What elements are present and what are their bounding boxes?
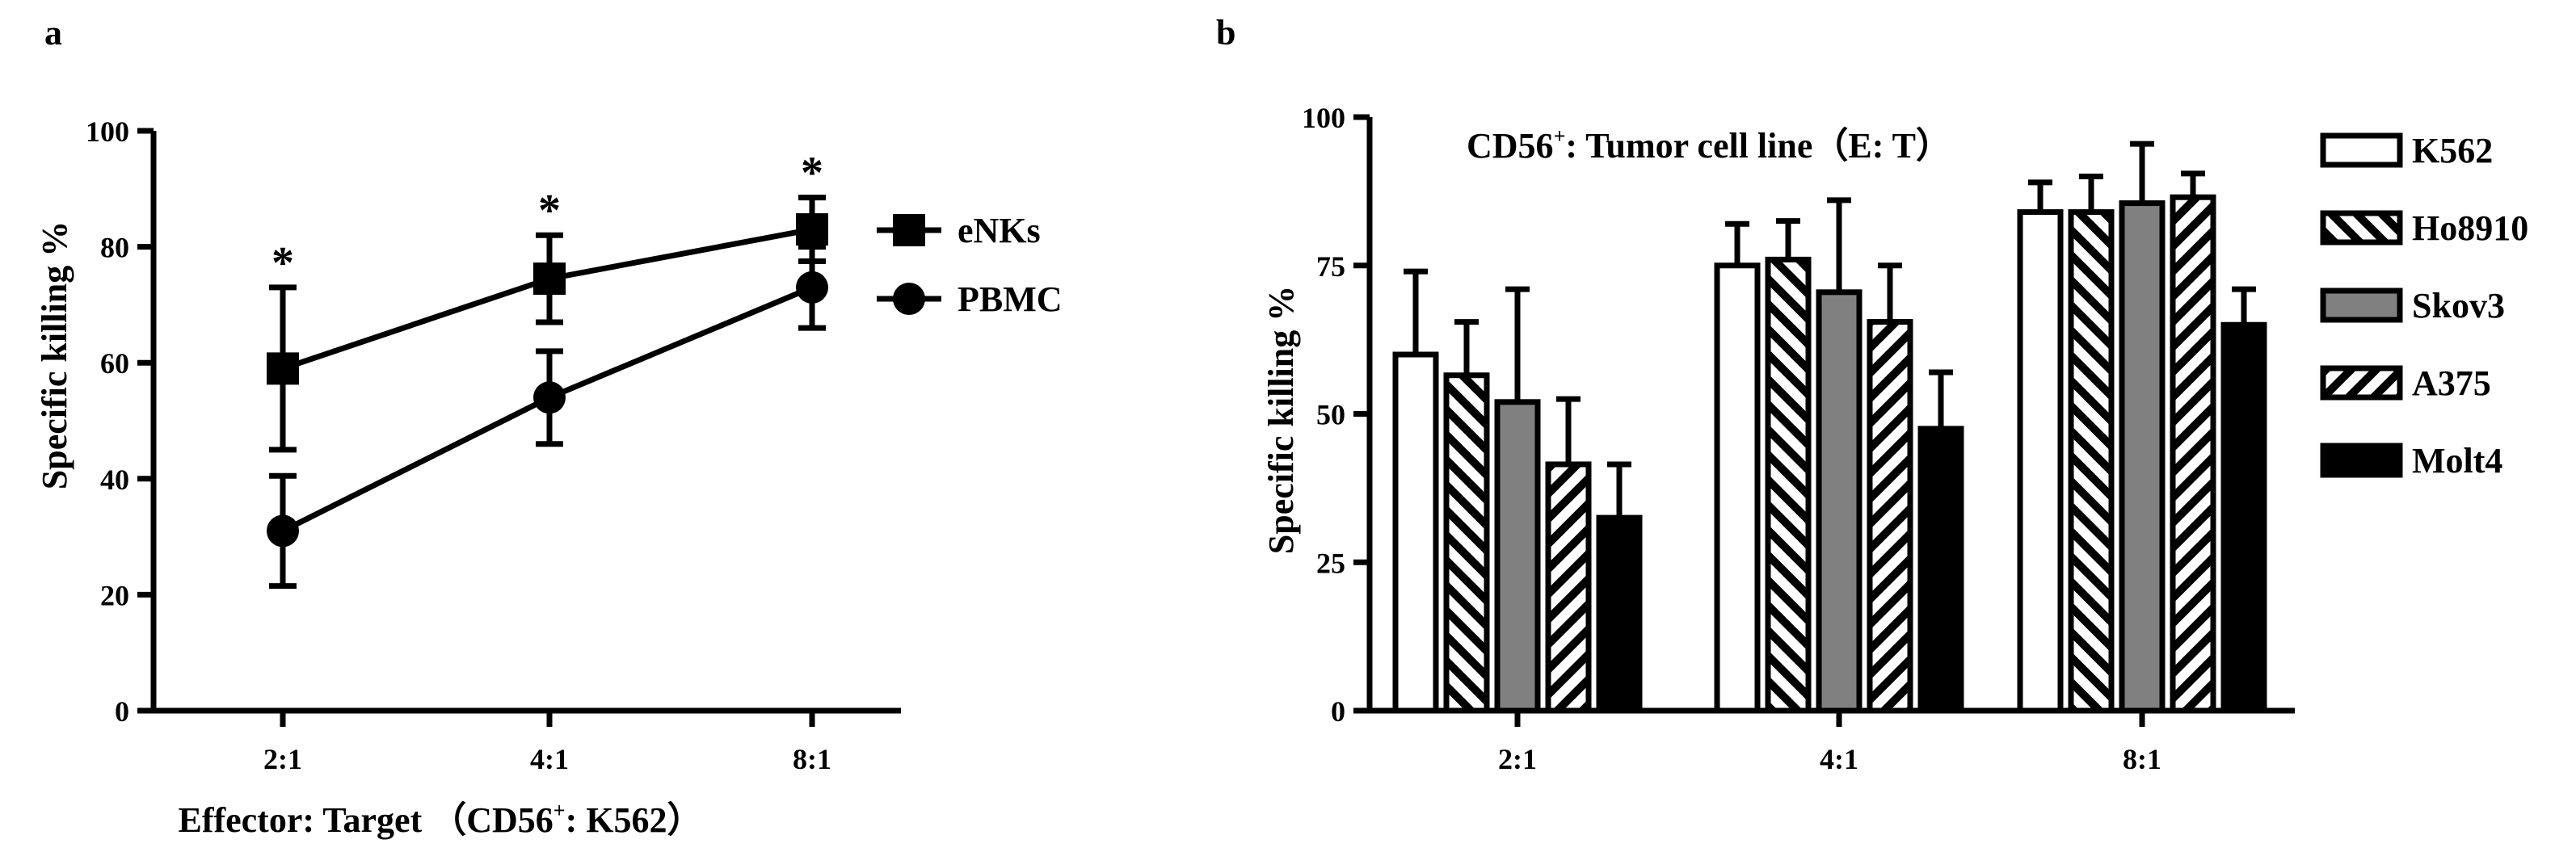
panel-b-bar-molt4 <box>1596 514 1643 714</box>
panel-a-series <box>267 195 828 590</box>
panel-a-significance-star: * <box>801 149 823 199</box>
panel-a-y-tick-label: 40 <box>100 464 129 496</box>
panel-a-legend: eNKs PBMC <box>877 211 1063 319</box>
panel-b-legend-swatch-a375 <box>2320 365 2403 401</box>
panel-b-y-tick-label: 25 <box>1316 547 1345 579</box>
panel-a-y-tick-label: 20 <box>100 579 129 611</box>
panel-b-legend-swatch-ho8910 <box>2320 210 2403 246</box>
panel-a-x-axis-label: Effector: Target （CD56+: K562） <box>178 799 702 840</box>
panel-b-x-tick-label: 2:1 <box>1498 743 1537 775</box>
panel-b-x-tick-label: 8:1 <box>2123 743 2161 775</box>
panel-a-point-enks <box>267 352 299 385</box>
panel-b-bar-k562 <box>1392 351 1439 714</box>
panel-b-bar-molt4 <box>1917 426 1964 714</box>
panel-a-point-pbmc <box>533 381 566 414</box>
panel-b-y-tick-label: 0 <box>1331 695 1345 728</box>
panel-b-y-ticks: 0 25 50 75 100 <box>1302 102 1370 728</box>
panel-a-y-axis-label: Specific killing % <box>35 221 74 489</box>
panel-b-bar-chart: b 0 25 50 75 100 2:1 4:1 8:1 K562 Ho8910 Skov3 A3… <box>1216 13 2528 775</box>
panel-b-legend-swatch-k562 <box>2320 132 2403 168</box>
panel-a-point-enks <box>533 262 566 296</box>
panel-b-x-tick-label: 4:1 <box>1820 743 1858 775</box>
panel-a-axes <box>150 131 901 714</box>
panel-a-x-tick-label: 4:1 <box>530 743 569 775</box>
panel-b-legend-swatch-molt4 <box>2320 443 2403 478</box>
panel-b-y-tick-label: 50 <box>1316 399 1345 431</box>
panel-a-x-tick-label: 8:1 <box>793 743 831 775</box>
panel-a-legend-marker <box>893 214 925 246</box>
panel-a-point-pbmc <box>796 271 828 304</box>
panel-b-title: CD56+: Tumor cell line（E: T） <box>1467 124 1951 166</box>
panel-a-point-pbmc <box>267 514 299 548</box>
panel-b-legend-label: Molt4 <box>2412 441 2502 481</box>
panel-b-y-tick-label: 75 <box>1316 250 1345 283</box>
panel-a-significance-markers: * * * <box>271 149 823 288</box>
panel-b-bar-k562 <box>1714 262 1761 714</box>
panel-b-bar-molt4 <box>2220 321 2267 714</box>
panel-b-bar-a375 <box>2170 194 2216 714</box>
panel-a-x-tick-label: 2:1 <box>263 743 302 775</box>
panel-b-bars <box>1392 141 2267 714</box>
panel-a-y-tick-label: 0 <box>115 695 129 728</box>
panel-a-y-ticks: 0 20 40 60 80 100 <box>86 115 154 728</box>
panel-a-significance-star: * <box>538 186 561 236</box>
panel-b-bar-ho8910 <box>1443 372 1490 714</box>
panel-b-bar-skov3 <box>2119 200 2166 714</box>
panel-b-legend-label: A375 <box>2412 363 2491 403</box>
panel-b-bar-ho8910 <box>2068 209 2115 714</box>
panel-b-x-ticks: 2:1 4:1 8:1 <box>1498 711 2161 775</box>
panel-b-bar-ho8910 <box>1765 256 1812 714</box>
panel-a-y-tick-label: 80 <box>100 232 129 264</box>
panel-b-legend-swatch-skov3 <box>2320 287 2403 323</box>
panel-a-point-enks <box>796 213 828 246</box>
panel-a-legend-label: PBMC <box>958 279 1063 319</box>
panel-a-x-ticks: 2:1 4:1 8:1 <box>263 711 831 775</box>
panel-b-legend-label: Skov3 <box>2412 286 2505 325</box>
panel-b-y-axis-label: Specific killing % <box>1261 286 1301 554</box>
panel-b-bar-k562 <box>2017 209 2064 714</box>
panel-a-label: a <box>44 13 62 52</box>
panel-b-label: b <box>1216 13 1235 52</box>
panel-a-legend-marker <box>893 283 925 315</box>
panel-b-bar-a375 <box>1867 319 1913 714</box>
panel-b-legend: K562 Ho8910 Skov3 A375 Molt4 <box>2320 131 2528 481</box>
panel-a-y-tick-label: 60 <box>100 347 129 380</box>
panel-b-bar-skov3 <box>1816 289 1863 714</box>
panel-a-legend-label: eNKs <box>958 211 1041 250</box>
panel-a-y-tick-label: 100 <box>86 115 129 148</box>
panel-b-y-tick-label: 100 <box>1302 102 1345 134</box>
panel-a-significance-star: * <box>271 238 294 288</box>
panel-b-bar-skov3 <box>1494 399 1541 714</box>
panel-a-line-chart: a 0 20 40 60 80 100 2:1 4:1 8:1 * * * eNKs PBMC Sp… <box>35 13 1063 840</box>
panel-b-bar-a375 <box>1545 461 1592 714</box>
panel-b-legend-label: Ho8910 <box>2412 208 2528 248</box>
panel-b-legend-label: K562 <box>2412 131 2493 170</box>
